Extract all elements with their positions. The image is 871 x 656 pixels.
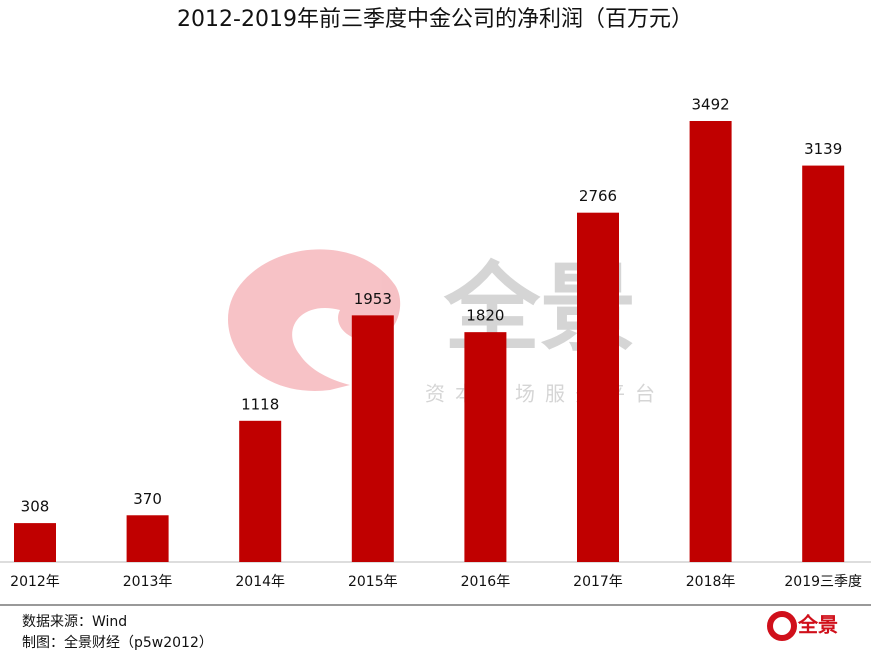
watermark-subtitle: 资本市场服务平台 <box>425 382 665 406</box>
x-tick-label: 2015年 <box>348 574 398 590</box>
x-tick-label: 2018年 <box>686 574 736 590</box>
credit: 制图：全景财经（p5w2012） <box>22 634 213 651</box>
source: 数据来源：Wind <box>22 614 127 630</box>
logo: 全景 <box>767 611 838 641</box>
x-tick-label: 2019三季度 <box>784 574 862 590</box>
value-label: 308 <box>21 498 50 516</box>
value-label: 3139 <box>804 140 842 158</box>
bar <box>351 315 394 562</box>
value-label: 1953 <box>354 290 392 308</box>
watermark-swirl <box>227 249 401 391</box>
bar <box>689 121 732 562</box>
value-label: 370 <box>133 490 162 508</box>
bar <box>126 515 169 562</box>
bar <box>239 420 282 562</box>
x-tick-label: 2012年 <box>10 574 60 590</box>
x-tick-label: 2013年 <box>123 574 173 590</box>
value-label: 2766 <box>579 187 617 205</box>
bar <box>802 165 845 562</box>
x-tick-label: 2014年 <box>235 574 285 590</box>
value-label: 1820 <box>466 307 504 325</box>
bar <box>577 212 619 563</box>
value-label: 1118 <box>241 395 279 413</box>
logo-mark <box>767 611 797 641</box>
value-label: 3492 <box>692 96 730 114</box>
logo-text: 全景 <box>797 613 838 637</box>
bar <box>464 332 507 562</box>
x-tick-label: 2016年 <box>461 574 511 590</box>
x-tick-label: 2017年 <box>573 574 623 590</box>
chart-title: 2012-2019年前三季度中金公司的净利润（百万元） <box>177 7 693 32</box>
bar <box>14 523 56 562</box>
